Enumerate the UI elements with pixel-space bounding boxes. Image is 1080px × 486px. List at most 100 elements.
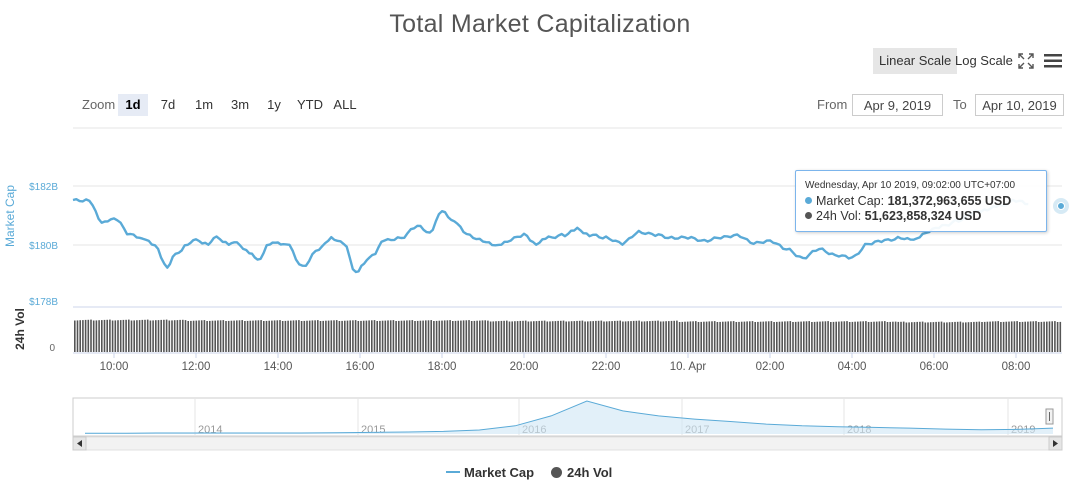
to-date-input[interactable]: Apr 10, 2019 (975, 94, 1064, 116)
volume-bar (983, 321, 986, 352)
legend-item-market-cap[interactable]: Market Cap (446, 465, 534, 480)
volume-bar (1005, 321, 1008, 352)
volume-bar (619, 320, 621, 352)
volume-bar (511, 321, 513, 352)
volume-bar (173, 320, 176, 352)
volume-bar (1010, 321, 1013, 352)
volume-bar (873, 321, 875, 352)
zoom-button-all[interactable]: ALL (333, 97, 357, 112)
volume-bar (894, 321, 897, 352)
volume-bar (168, 320, 171, 352)
volume-bar (900, 321, 902, 353)
volume-bar (1013, 321, 1016, 353)
volume-bar (711, 321, 713, 353)
volume-bar (241, 320, 243, 352)
volume-bar (133, 320, 135, 352)
tooltip-header: Wednesday, Apr 10 2019, 09:02:00 UTC+07:… (805, 180, 1016, 191)
volume-bar (611, 321, 613, 352)
volume-bar (398, 320, 400, 352)
from-date-input[interactable]: Apr 9, 2019 (852, 94, 943, 116)
volume-bar (236, 320, 238, 352)
volume-bar (533, 321, 535, 352)
volume-bar (106, 319, 108, 353)
volume-bar (641, 321, 643, 352)
volume-bar (776, 321, 778, 352)
log-scale-button[interactable]: Log Scale (955, 53, 1013, 68)
zoom-button-1y[interactable]: 1y (267, 97, 281, 112)
volume-bar (778, 321, 781, 352)
volume-bar (659, 321, 662, 352)
volume-bar (557, 320, 559, 352)
volume-bar (373, 320, 376, 352)
volume-bar (789, 321, 792, 352)
volume-bar (911, 322, 913, 352)
volume-bar (473, 320, 476, 352)
x-tick-label: 12:00 (182, 361, 211, 373)
volume-bar (975, 321, 978, 353)
volume-bar (128, 319, 130, 352)
volume-bar (519, 320, 522, 352)
volume-bar (346, 320, 349, 352)
volume-bar (457, 320, 459, 352)
volume-bar (541, 320, 543, 353)
zoom-button-3m[interactable]: 3m (230, 97, 250, 112)
x-tick-label: 06:00 (920, 361, 949, 373)
zoom-button-ytd[interactable]: YTD (297, 97, 323, 112)
volume-bar (500, 320, 503, 352)
zoom-button-1d[interactable]: 1d (118, 94, 148, 116)
volume-bar (757, 321, 759, 352)
volume-bar (713, 321, 716, 352)
volume-bar (381, 320, 384, 352)
volume-bar (430, 320, 432, 352)
volume-bar (967, 322, 970, 352)
hamburger-menu-icon[interactable] (1044, 54, 1062, 68)
volume-bar (668, 321, 670, 352)
volume-bar (209, 320, 211, 352)
x-tick-label: 10. Apr (670, 361, 707, 373)
volume-bar (492, 321, 495, 352)
y-tick-label: $182B (29, 182, 58, 193)
volume-bar (111, 320, 114, 352)
volume-bar (792, 322, 794, 352)
zoom-button-1m[interactable]: 1m (194, 97, 214, 112)
navigator-tick-label: 2014 (198, 424, 222, 436)
volume-bar (268, 320, 270, 352)
volume-bar (592, 321, 594, 352)
linear-scale-button[interactable]: Linear Scale (873, 48, 958, 74)
y-axis-label: Market Cap (3, 185, 17, 247)
fullscreen-icon[interactable] (1018, 53, 1034, 69)
volume-bar (589, 321, 592, 352)
volume-bar (700, 321, 702, 352)
volume-bar (1051, 321, 1053, 353)
zoom-button-7d[interactable]: 7d (160, 97, 176, 112)
volume-bar (1029, 321, 1032, 352)
zoom-label: Zoom (82, 97, 116, 112)
volume-bar (392, 320, 395, 352)
volume-bar (927, 322, 929, 352)
volume-bar (211, 320, 214, 352)
legend-volume-label: 24h Vol (567, 465, 613, 480)
volume-bar (881, 321, 883, 353)
legend-item-volume[interactable]: 24h Vol (551, 465, 612, 480)
volume-bar (770, 321, 773, 352)
volume-bar (946, 322, 948, 352)
volume-bar (200, 320, 203, 353)
volume-bar (892, 321, 894, 352)
tooltip: Wednesday, Apr 10 2019, 09:02:00 UTC+07:… (795, 170, 1047, 232)
volume-bar (581, 320, 584, 352)
volume-bar (419, 320, 422, 352)
legend-market-cap-label: Market Cap (464, 465, 535, 480)
volume-bar (749, 321, 751, 353)
volume-bar (870, 321, 873, 352)
volume-bar (676, 320, 678, 352)
volume-bar (740, 321, 743, 352)
volume-bar (959, 321, 962, 352)
volume-bar (84, 319, 87, 352)
volume-bar (1059, 321, 1062, 352)
volume-bar (884, 321, 886, 352)
volume-bar (441, 320, 443, 352)
volume-bar (902, 321, 905, 352)
volume-bar (1016, 321, 1018, 352)
volume-bar (1024, 321, 1026, 352)
volume-bar (913, 322, 916, 352)
